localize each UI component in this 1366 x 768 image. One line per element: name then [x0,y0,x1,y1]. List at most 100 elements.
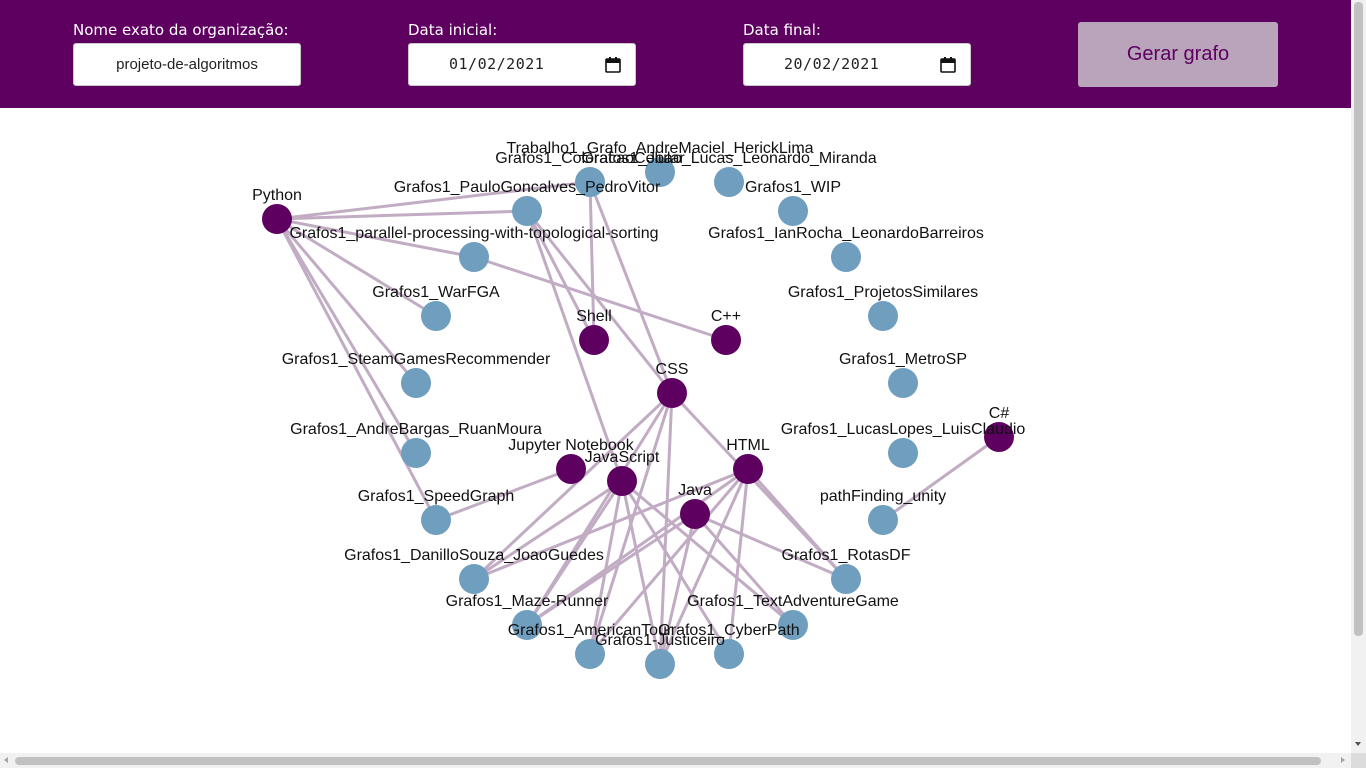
graph-edge [746,468,848,580]
node-label: CSS [656,361,689,378]
repository-node[interactable] [778,610,808,640]
horizontal-scroll-thumb[interactable] [15,757,1321,765]
graph-edge [525,210,624,482]
graph-canvas[interactable]: Python Shell C++ CSS C# Jupyter NotebookJavaS… [0,108,1351,753]
node-label: JavaScript [585,449,660,466]
language-node[interactable] [657,378,687,408]
graph-nodes [262,157,1014,679]
scroll-right-arrow-icon[interactable] [1341,757,1345,763]
organization-field: Nome exato da organização: projeto-de-al… [73,20,301,86]
graph-edge [620,480,731,655]
graph-edge [276,209,528,221]
repository-node[interactable] [868,505,898,535]
graph-edge [275,218,438,521]
graph-edge [473,467,749,581]
node-label: Grafos1_SpeedGraph [358,488,515,505]
graph-edge [525,480,624,626]
language-node[interactable] [733,454,763,484]
repository-node[interactable] [714,639,744,669]
end-date-field: Data final: 20/02/2021 [743,20,971,86]
graph-edge [620,480,662,665]
node-label: Grafos1_DanilloSouza_JoaoGuedes [344,547,604,564]
language-node[interactable] [607,466,637,496]
language-node[interactable] [556,454,586,484]
node-label: Grafos1-Justiceiro [595,632,725,649]
graph-edges [275,180,1000,665]
graph-edge [435,467,572,522]
graph-edge [588,181,596,341]
repository-node[interactable] [421,301,451,331]
repository-node[interactable] [575,639,605,669]
graph-edge [276,180,591,221]
language-node[interactable] [579,325,609,355]
graph-edge [694,512,847,581]
node-label: Grafos1_Maze-Runner [446,593,609,610]
node-label: Grafos1_RotasDF [782,547,911,564]
repository-node[interactable] [888,438,918,468]
scroll-down-arrow-icon[interactable] [1355,742,1361,746]
end-date-input[interactable]: 20/02/2021 [743,43,971,86]
node-label: Jupyter Notebook [508,437,634,454]
repository-node[interactable] [645,157,675,187]
language-node[interactable] [680,499,710,529]
end-date-label: Data final: [743,21,821,39]
repository-node[interactable] [831,564,861,594]
calendar-icon[interactable] [605,57,621,73]
graph-edge [276,217,437,318]
node-label: Java [678,482,712,499]
node-label: Grafos1_ColoracaoCelular [495,150,685,167]
vertical-scrollbar[interactable] [1351,0,1366,753]
repository-node[interactable] [831,242,861,272]
repository-node[interactable] [868,301,898,331]
language-node[interactable] [262,204,292,234]
repository-node[interactable] [459,564,489,594]
vertical-scroll-thumb[interactable] [1354,2,1363,636]
graph-edge [276,217,475,259]
start-date-value: 01/02/2021 [449,55,545,73]
repository-node[interactable] [401,368,431,398]
node-label: Grafos1_ProjetosSimilares [788,284,978,301]
graph-edge [525,210,674,394]
repository-node[interactable] [459,242,489,272]
start-date-label: Data inicial: [408,21,498,39]
end-date-value: 20/02/2021 [784,55,880,73]
graph-edge [525,210,596,341]
repository-node[interactable] [512,196,542,226]
node-label: Grafos1_WarFGA [372,284,500,301]
graph-edge [275,218,418,454]
organization-value: projeto-de-algoritmos [116,56,258,73]
node-label: Grafos1_SteamGamesRecommender [282,351,551,368]
repository-node[interactable] [888,368,918,398]
graph-edge [588,468,750,655]
repository-node[interactable] [421,505,451,535]
node-label: Grafos1_Joao_Lucas_Leonardo_Miranda [581,150,876,167]
graph-edge [275,218,418,384]
repository-node[interactable] [575,167,605,197]
repository-node[interactable] [714,167,744,197]
repository-node[interactable] [645,649,675,679]
scroll-left-arrow-icon[interactable] [4,757,8,763]
language-node[interactable] [984,422,1014,452]
organization-label: Nome exato da organização: [73,21,289,39]
top-bar: Nome exato da organização: projeto-de-al… [0,0,1351,108]
node-label: Shell [576,308,612,325]
node-label: HTML [726,437,770,454]
graph-labels: Python Shell C++ CSS C# Jupyter NotebookJavaS… [252,140,1025,649]
calendar-icon[interactable] [940,57,956,73]
scrollbar-corner [1351,753,1366,768]
node-label: Grafos1_PauloGoncalves_PedroVitor [394,179,661,196]
node-label: C# [989,405,1010,422]
node-label: Grafos1_AndreBargas_RuanMoura [290,421,542,438]
graph-edge [473,255,727,342]
start-date-input[interactable]: 01/02/2021 [408,43,636,86]
repository-node[interactable] [401,438,431,468]
organization-input[interactable]: projeto-de-algoritmos [73,43,301,86]
horizontal-scrollbar[interactable] [0,753,1351,768]
repository-node[interactable] [512,610,542,640]
node-label: Grafos1_CyberPath [658,622,799,639]
generate-graph-button[interactable]: Gerar grafo [1078,22,1278,87]
repository-node[interactable] [778,196,808,226]
graph-edge [658,513,697,665]
graph-edge [472,391,674,581]
language-node[interactable] [711,325,741,355]
